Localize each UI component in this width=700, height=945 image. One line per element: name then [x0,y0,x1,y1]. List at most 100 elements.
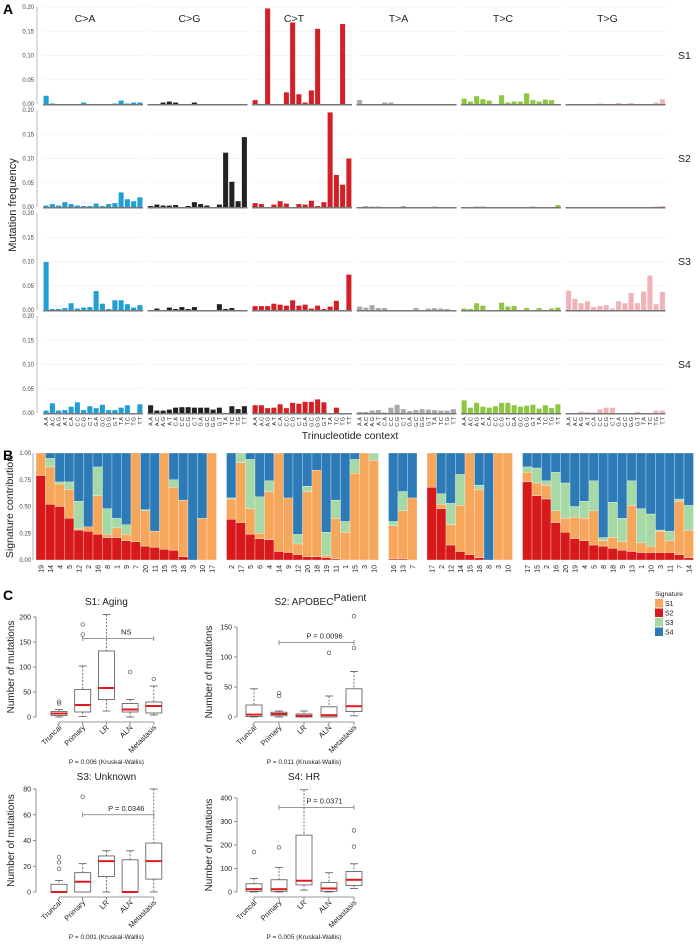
box-iqr [320,882,338,892]
bar-S1-C>A-A.A [43,95,49,104]
stack-segment-S4 [617,452,628,519]
bar-S3-T>G-C.C [597,306,603,310]
y-tick-label: 0.20 [22,211,34,217]
stack-segment-S2 [321,557,332,561]
stack-segment-S3 [617,518,628,542]
stack-segment-S3 [388,521,399,526]
y-tick-label: 200 [19,615,31,622]
y-tick-label: 40 [23,838,31,845]
stack-segment-S3 [302,486,313,492]
bar-S2-C>G-T.C [229,181,235,207]
bar-S2-T>A-A.C [363,206,369,207]
context-label: G.C [414,417,420,427]
bar-S1-C>T-G.G [315,28,321,105]
bar-S4-C>G-A.A [148,405,154,413]
stack-segment-S4 [407,452,418,499]
context-label: A.T [167,416,173,425]
bar-S4-T>C-T.T [555,404,561,413]
bar-S4-T>G-T.T [659,410,665,413]
context-label: A.G [57,417,63,426]
patient-label: 18 [477,565,484,573]
y-tick-label: 0.05 [22,387,34,393]
bar-S3-T>A-T.C [438,308,444,310]
stack-segment-S2 [149,547,160,561]
stack-segment-S2 [54,506,65,561]
bar-S2-C>G-A.G [160,205,166,207]
bar-S1-T>C-G.G [524,93,530,104]
stack-segment-S2 [264,539,275,561]
bar-S1-T>C-G.C [517,101,523,104]
stack-segment-S2 [111,537,122,561]
context-label: G.A [94,417,100,427]
stack-segment-S2 [292,554,303,561]
y-tick-label: 0 [27,715,31,722]
stack-segment-S4 [83,452,94,527]
stack-segment-S1 [102,534,113,538]
bar-S2-C>G-G.T [216,204,222,207]
stack-segment-S2 [474,557,485,561]
bar-S3-C>A-A.G [56,309,62,310]
y-tick-label: 0.00 [22,205,34,211]
stack-segment-S1 [292,543,303,555]
bar-S2-C>G-T.A [223,152,229,207]
stack-segment-S4 [64,452,75,483]
bar-S3-T>G-G.T [634,303,640,310]
bar-S1-T>C-A.T [480,99,486,104]
y-axis-title: Number of mutations [204,799,215,892]
bar-S4-C>T-C.A [277,404,283,413]
stack-segment-S3 [579,500,590,519]
bar-S4-T>C-A.T [480,406,486,413]
bar-S4-C>T-A.T [271,407,277,413]
bar-S4-C>T-A.G [265,408,271,413]
stack-segment-S1 [149,530,160,548]
stack-segment-S4 [197,452,208,519]
outlier-point [56,701,62,706]
y-tick-label: 300 [220,819,232,826]
bar-S3-C>A-T.A [118,300,124,310]
box-iqr [145,701,163,714]
stack-segment-S1 [655,530,666,553]
stack-segment-S1 [455,505,466,552]
bar-S2-C>A-C.G [81,206,87,207]
stack-segment-S1 [321,555,332,559]
bar-S3-T>C-A.C [467,309,473,310]
legend-swatch-S4 [655,627,663,636]
patient-label: 13 [629,565,636,573]
bar-S3-C>G-A.C [154,308,160,310]
stack-segment-S3 [121,524,132,535]
stack-segment-S4 [645,452,656,515]
context-label: A.A [44,417,50,426]
box-iqr [245,883,263,892]
bar-S1-C>G-A.T [166,101,172,104]
y-axis-title: Signature contribution [4,456,16,558]
bar-S4-T>G-A.G [578,411,584,413]
outlier-point [80,632,85,637]
outlier-point [151,676,156,682]
bar-S4-C>T-G.T [321,402,327,413]
stack-segment-S1 [54,483,65,507]
stack-segment-S2 [45,504,56,561]
patient-label: 19 [572,565,579,573]
stack-segment-S1 [235,462,246,523]
bar-S3-C>A-T.G [131,307,137,310]
bar-S3-C>A-C.A [68,303,74,310]
y-tick-label: 150 [19,640,31,647]
y-tick-label: 0.15 [22,235,34,241]
plot-title: S4: HR [288,772,320,783]
bar-S3-C>T-A.G [265,306,271,310]
y-tick-label: 0.00 [22,411,34,417]
stack-segment-S4 [73,452,84,502]
legend-swatch-S2 [655,608,663,617]
outlier-point [80,622,85,627]
bar-S4-T>C-C.C [492,406,498,413]
stack-segment-S2 [550,522,561,561]
stack-segment-S3 [560,482,571,519]
category-label: ALN [317,898,334,915]
signature-row-label: S3 [678,256,691,268]
stack-segment-S4 [541,452,552,481]
bar-S2-C>T-C.A [277,201,283,207]
y-axis-title: Number of mutations [204,626,215,719]
context-label: C.C [75,417,81,427]
bar-S4-T>C-C.A [486,407,492,413]
bar-S2-C>T-T.G [340,184,346,207]
